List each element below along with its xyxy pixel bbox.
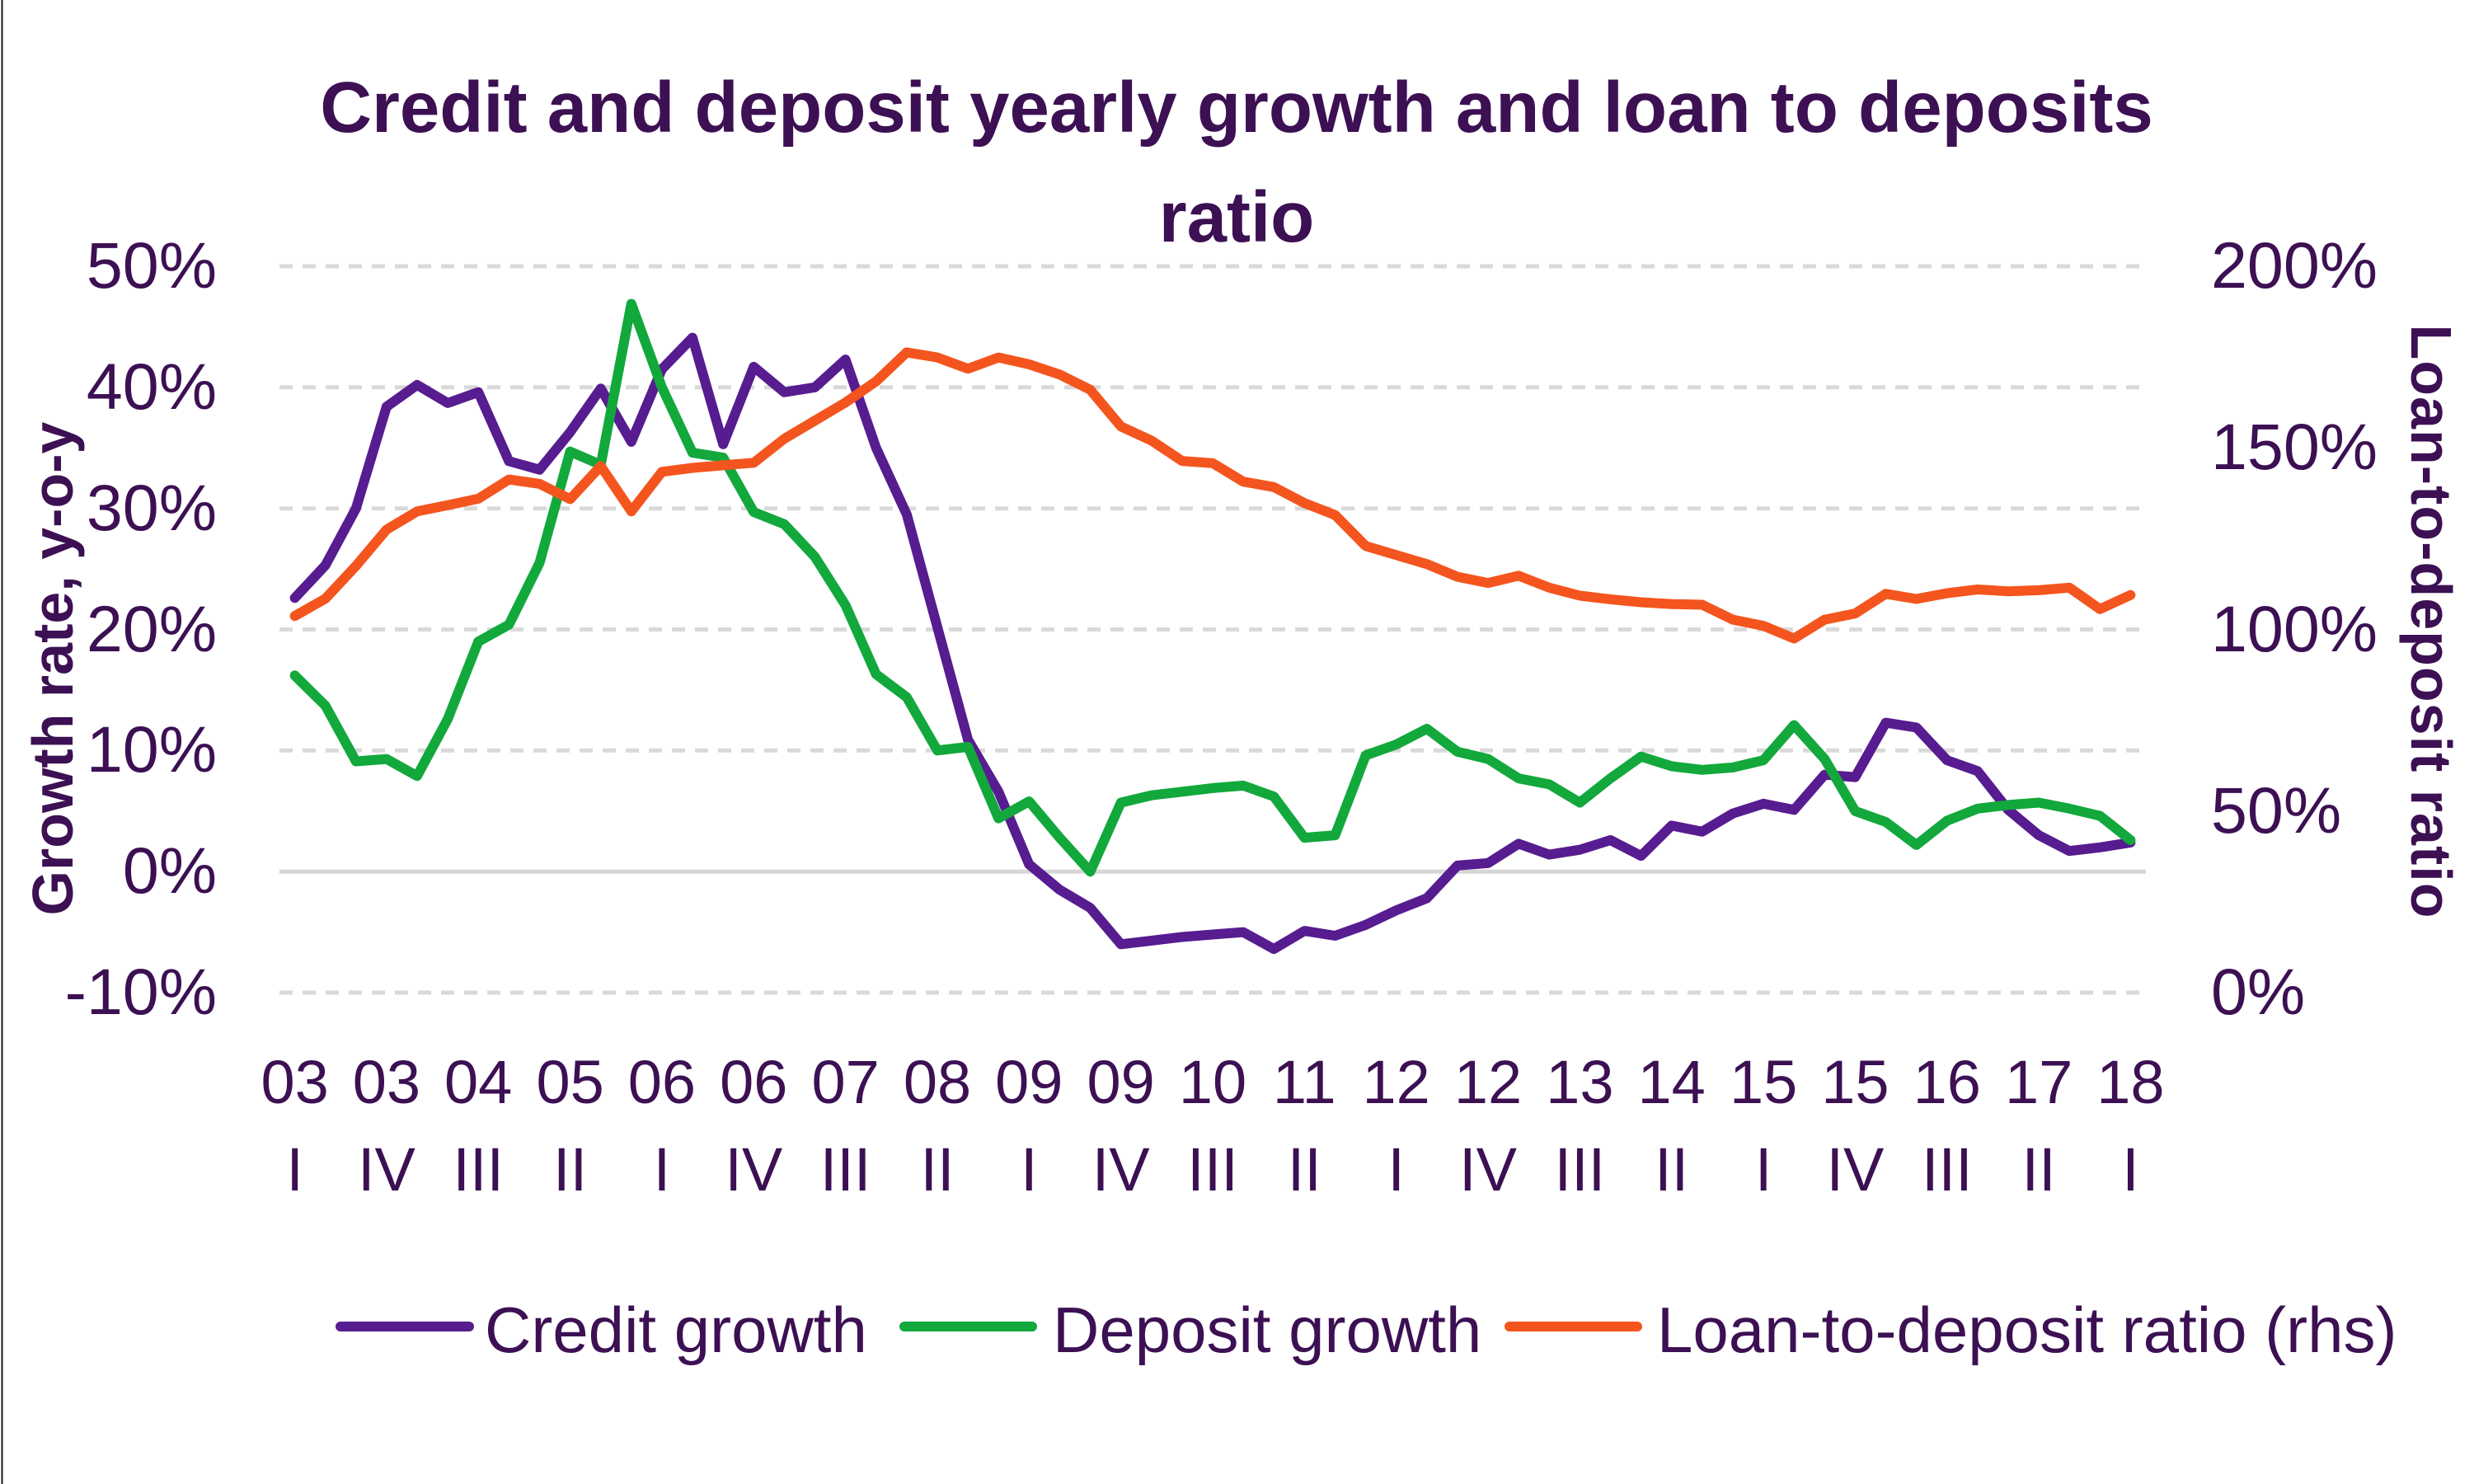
svg-text:11: 11	[1273, 1048, 1336, 1116]
svg-text:16: 16	[1913, 1048, 1981, 1116]
svg-text:13: 13	[1546, 1048, 1613, 1116]
svg-text:18: 18	[2096, 1048, 2164, 1116]
svg-text:I: I	[1021, 1135, 1038, 1204]
svg-text:15: 15	[1730, 1048, 1797, 1116]
svg-text:200%: 200%	[2211, 228, 2378, 302]
svg-text:50%: 50%	[2211, 773, 2341, 847]
svg-text:I: I	[2122, 1135, 2139, 1204]
svg-text:50%: 50%	[87, 228, 217, 302]
svg-text:II: II	[1655, 1135, 1688, 1204]
svg-text:150%: 150%	[2211, 410, 2378, 483]
svg-text:IV: IV	[1826, 1135, 1885, 1204]
svg-text:09: 09	[995, 1048, 1063, 1116]
svg-text:0%: 0%	[2211, 955, 2305, 1028]
svg-text:05: 05	[536, 1048, 603, 1116]
svg-text:12: 12	[1454, 1048, 1522, 1116]
svg-text:100%: 100%	[2211, 592, 2378, 665]
svg-text:Credit and deposit yearly grow: Credit and deposit yearly growth and loa…	[320, 68, 2153, 148]
svg-text:08: 08	[904, 1048, 971, 1116]
svg-text:20%: 20%	[87, 592, 217, 665]
svg-text:03: 03	[261, 1048, 328, 1116]
svg-text:Loan-to-deposit ratio: Loan-to-deposit ratio	[2399, 325, 2463, 919]
svg-text:0%: 0%	[123, 834, 217, 907]
svg-text:III: III	[1187, 1135, 1238, 1204]
svg-text:06: 06	[720, 1048, 787, 1116]
svg-text:10%: 10%	[87, 712, 217, 786]
svg-text:Growth rate, y-o-y: Growth rate, y-o-y	[21, 421, 85, 915]
svg-text:I: I	[1387, 1135, 1405, 1204]
svg-text:II: II	[2022, 1135, 2056, 1204]
svg-text:10: 10	[1179, 1048, 1246, 1116]
svg-text:III: III	[453, 1135, 504, 1204]
svg-text:30%: 30%	[87, 471, 217, 544]
svg-text:17: 17	[2005, 1048, 2073, 1116]
svg-text:III: III	[1922, 1135, 1973, 1204]
svg-text:II: II	[920, 1135, 954, 1204]
svg-text:Loan-to-deposit ratio (rhs): Loan-to-deposit ratio (rhs)	[1657, 1294, 2397, 1366]
svg-text:I: I	[654, 1135, 671, 1204]
svg-text:IV: IV	[725, 1135, 783, 1204]
svg-text:IV: IV	[1459, 1135, 1518, 1204]
svg-text:IV: IV	[1092, 1135, 1151, 1204]
svg-text:06: 06	[628, 1048, 696, 1116]
svg-text:I: I	[1755, 1135, 1772, 1204]
svg-text:II: II	[1288, 1135, 1322, 1204]
svg-text:Credit growth: Credit growth	[485, 1294, 867, 1366]
svg-text:14: 14	[1638, 1048, 1706, 1116]
svg-text:40%: 40%	[87, 350, 217, 423]
svg-text:Deposit growth: Deposit growth	[1053, 1294, 1481, 1366]
svg-text:IV: IV	[358, 1135, 416, 1204]
svg-text:III: III	[820, 1135, 871, 1204]
svg-text:II: II	[553, 1135, 587, 1204]
svg-text:09: 09	[1087, 1048, 1155, 1116]
svg-text:-10%: -10%	[65, 955, 217, 1028]
svg-text:04: 04	[444, 1048, 512, 1116]
svg-text:ratio: ratio	[1159, 177, 1315, 257]
svg-text:I: I	[286, 1135, 303, 1204]
svg-text:15: 15	[1821, 1048, 1889, 1116]
svg-text:03: 03	[353, 1048, 420, 1116]
svg-text:12: 12	[1363, 1048, 1430, 1116]
svg-text:III: III	[1555, 1135, 1606, 1204]
svg-text:07: 07	[811, 1048, 879, 1116]
